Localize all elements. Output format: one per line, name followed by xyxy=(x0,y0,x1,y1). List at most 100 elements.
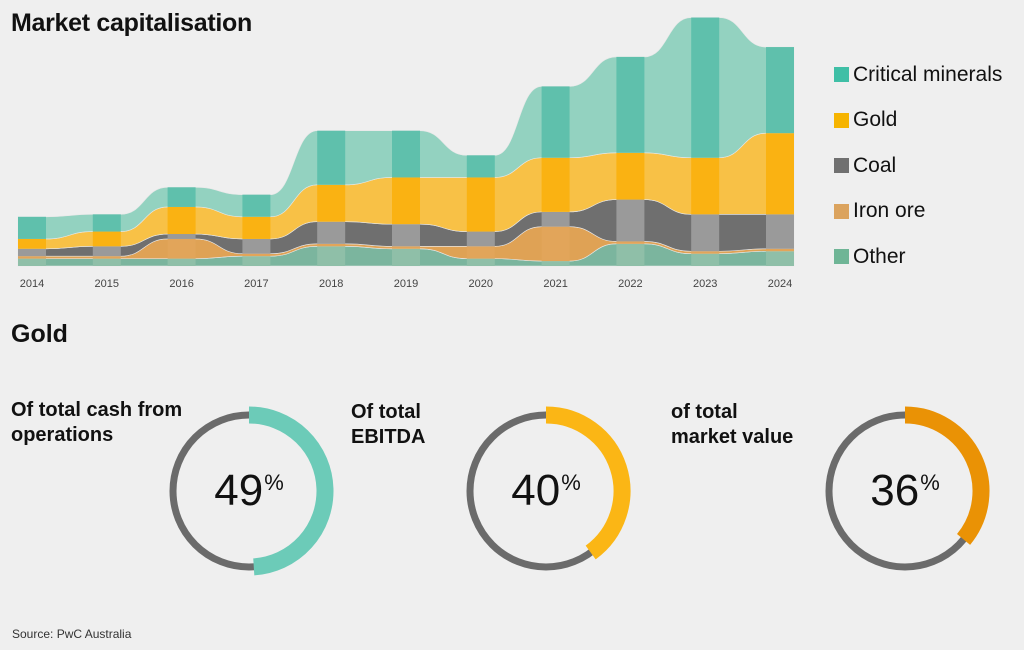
year-band-2016-other xyxy=(167,258,196,266)
year-band-2014-iron-ore xyxy=(18,256,46,259)
x-tick-label: 2016 xyxy=(169,278,193,290)
donut-ebitda: 40% xyxy=(460,405,632,577)
year-band-2024-other xyxy=(766,251,794,266)
x-tick-label: 2015 xyxy=(95,278,119,290)
legend-label: Iron ore xyxy=(853,199,926,223)
year-band-2015-iron-ore xyxy=(92,256,121,259)
x-axis-ticks: 2014 2015 2016 2017 2018 2019 2020 2021 2022 2023… xyxy=(20,278,792,290)
year-band-2016-iron-ore xyxy=(167,238,196,259)
x-tick-label: 2021 xyxy=(543,278,567,290)
legend-swatch-other xyxy=(834,249,849,265)
year-band-2016-coal xyxy=(167,234,196,239)
year-band-2021-iron-ore xyxy=(541,226,570,262)
x-tick-label: 2017 xyxy=(244,278,268,290)
donut-arc xyxy=(904,406,990,545)
metric-label-line: EBITDA xyxy=(351,426,426,448)
year-band-2024-coal xyxy=(766,214,794,249)
year-band-2014-critical-minerals xyxy=(18,216,46,239)
donut-ring-cash xyxy=(169,406,334,576)
legend-item-gold: Gold xyxy=(834,98,1002,144)
metric-label-market-value: of total market value xyxy=(671,400,793,450)
donut-value-market-value: 36% xyxy=(819,405,991,577)
year-band-2023-iron-ore xyxy=(691,251,720,254)
year-band-2021-coal xyxy=(541,211,570,227)
stream-layer-critical-minerals xyxy=(17,17,795,240)
chart-title: Market capitalisation xyxy=(11,9,253,37)
metric-label-line: operations xyxy=(11,424,114,446)
x-tick-label: 2022 xyxy=(618,278,642,290)
year-band-2023-critical-minerals xyxy=(691,17,720,158)
year-band-2016-critical-minerals xyxy=(167,187,196,207)
year-band-2017-coal xyxy=(242,238,271,254)
metric-value: 40 xyxy=(511,466,561,515)
legend-label: Coal xyxy=(853,153,897,177)
legend-item-other: Other xyxy=(834,234,1002,280)
year-band-2019-iron-ore xyxy=(392,246,420,249)
year-band-2018-iron-ore xyxy=(317,243,346,247)
x-tick-label: 2019 xyxy=(394,278,418,290)
metric-label-cash: Of total cash from operations xyxy=(11,398,182,448)
metric-label-line: Of total xyxy=(351,401,421,423)
year-band-2014-coal xyxy=(18,248,46,257)
year-band-2024-iron-ore xyxy=(766,248,794,252)
legend-label: Gold xyxy=(853,108,898,132)
year-band-2015-gold xyxy=(92,231,121,247)
legend-swatch-iron-ore xyxy=(834,203,849,219)
metric-label-line: Of total cash from xyxy=(11,399,183,421)
year-band-2022-coal xyxy=(616,199,645,242)
x-tick-label: 2024 xyxy=(768,278,792,290)
metric-unit: % xyxy=(264,470,284,495)
year-band-2019-gold xyxy=(392,177,420,225)
year-band-2019-critical-minerals xyxy=(392,130,420,178)
metric-label-ebitda: Of total EBITDA xyxy=(351,400,425,450)
donut-market-value: 36% xyxy=(819,405,991,577)
year-band-2017-gold xyxy=(242,216,271,239)
year-band-2022-gold xyxy=(616,152,645,200)
year-band-2021-critical-minerals xyxy=(541,86,570,158)
donut-arc xyxy=(248,406,334,576)
metric-label-line: of total xyxy=(671,401,738,423)
legend: Critical minerals Gold Coal Iron ore Oth… xyxy=(834,52,1002,280)
source-note: Source: PwC Australia xyxy=(12,627,132,641)
year-band-2019-other xyxy=(392,248,420,266)
metric-value: 49 xyxy=(214,466,264,515)
legend-item-iron-ore: Iron ore xyxy=(834,189,1002,235)
year-band-2014-other xyxy=(18,258,46,266)
year-band-2015-other xyxy=(92,258,121,266)
year-band-2020-iron-ore xyxy=(466,246,495,259)
legend-label: Critical minerals xyxy=(853,62,1003,86)
donut-value-ebitda: 40% xyxy=(460,405,632,577)
year-band-2020-critical-minerals xyxy=(466,155,495,178)
legend-swatch-coal xyxy=(834,158,849,174)
year-band-2018-critical-minerals xyxy=(317,130,346,185)
year-band-2018-gold xyxy=(317,184,346,222)
year-band-2023-gold xyxy=(691,157,720,215)
year-band-2015-critical-minerals xyxy=(92,214,121,232)
year-band-2017-other xyxy=(242,256,271,266)
year-band-2022-critical-minerals xyxy=(616,56,645,153)
year-band-2020-gold xyxy=(466,177,495,232)
donut-ring-market-value xyxy=(825,406,990,571)
year-band-2014-gold xyxy=(18,238,46,249)
legend-swatch-gold xyxy=(834,112,849,128)
year-band-2020-other xyxy=(466,258,495,266)
metric-unit: % xyxy=(561,470,581,495)
year-band-2022-iron-ore xyxy=(616,241,645,244)
year-band-2017-iron-ore xyxy=(242,253,271,257)
x-tick-label: 2014 xyxy=(20,278,44,290)
year-band-2016-gold xyxy=(167,206,196,235)
x-tick-label: 2020 xyxy=(469,278,493,290)
year-band-2023-other xyxy=(691,253,720,266)
year-bands xyxy=(18,17,794,266)
donut-value-cash: 49% xyxy=(163,405,335,577)
year-band-2021-gold xyxy=(541,157,570,212)
gold-section-title: Gold xyxy=(11,320,68,348)
legend-label: Other xyxy=(853,244,906,268)
donut-cash: 49% xyxy=(163,405,335,577)
metric-value: 36 xyxy=(870,466,920,515)
year-band-2017-critical-minerals xyxy=(242,194,271,217)
year-band-2019-coal xyxy=(392,224,420,247)
legend-item-critical-minerals: Critical minerals xyxy=(834,52,1002,98)
year-band-2018-coal xyxy=(317,221,346,244)
year-band-2015-coal xyxy=(92,246,121,257)
